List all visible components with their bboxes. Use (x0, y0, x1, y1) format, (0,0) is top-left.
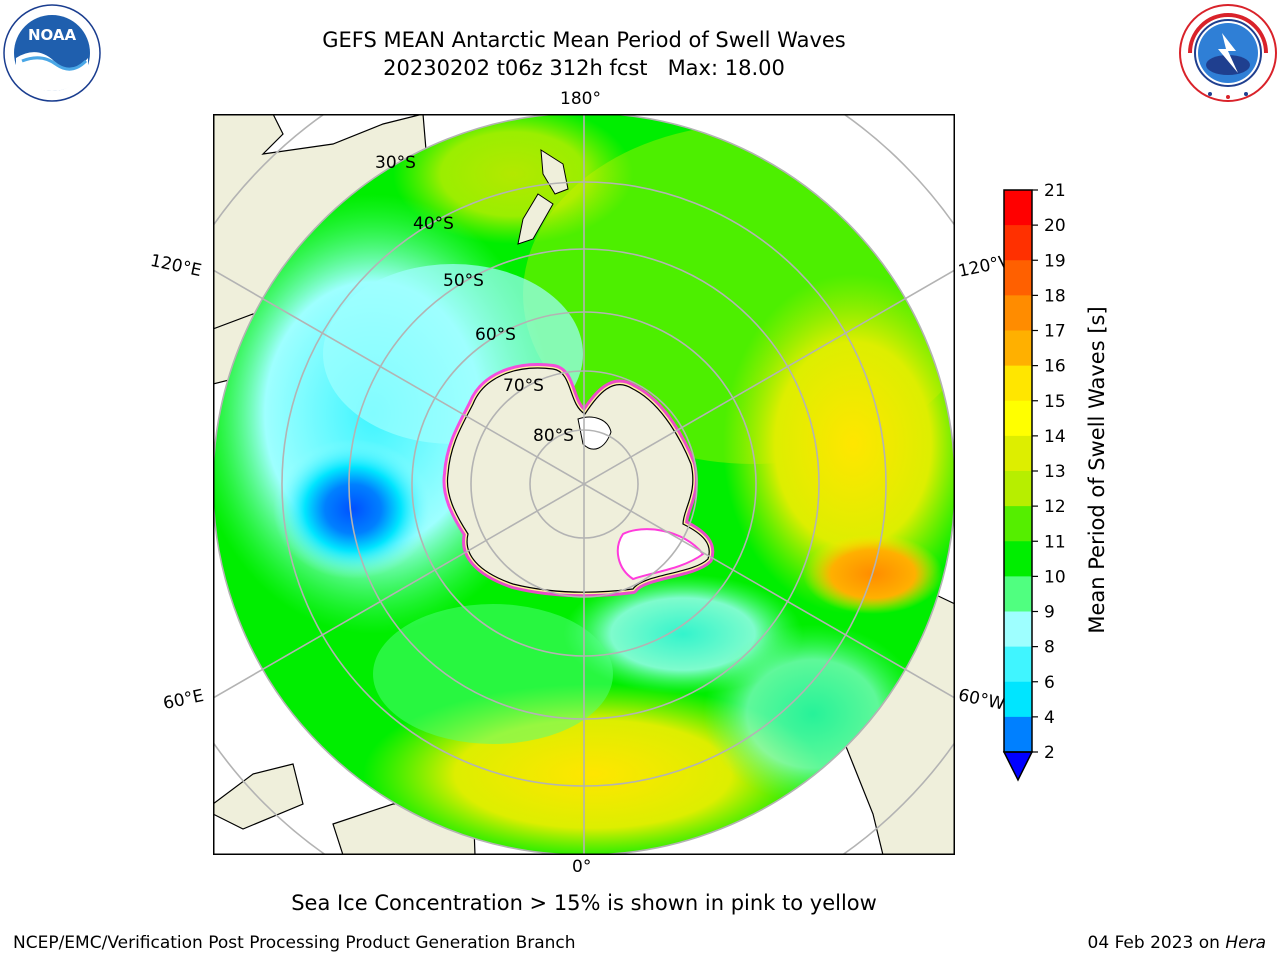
colorbar-tick-label: 16 (1044, 357, 1066, 377)
lon-label-120e: 120°E (148, 250, 204, 282)
colorbar-segment (1004, 295, 1032, 331)
lon-label-60e: 60°E (161, 685, 206, 715)
lat-label-70s: 70°S (503, 376, 544, 396)
colorbar-tick-label: 9 (1044, 603, 1055, 623)
colorbar-segment (1004, 471, 1032, 507)
colorbar-tick-label: 12 (1044, 497, 1066, 517)
colorbar-tick-label: 19 (1044, 251, 1066, 271)
graticule (213, 114, 955, 855)
colorbar-tick-label: 17 (1044, 322, 1066, 342)
colorbar-segment (1004, 365, 1032, 402)
lon-label-180: 180° (560, 89, 601, 109)
date-line: 04 Feb 2023 on Hera (1088, 933, 1266, 953)
colorbar-segment (1004, 260, 1032, 296)
colorbar-segment (1004, 681, 1032, 718)
colorbar-segment (1004, 400, 1032, 437)
colorbar-segment (1004, 611, 1032, 648)
colorbar-tick-label: 11 (1044, 532, 1066, 552)
colorbar-tick-label: 13 (1044, 462, 1066, 482)
lon-label-0: 0° (572, 857, 592, 877)
colorbar-extend-min (1002, 751, 1034, 782)
colorbar-tick-label: 4 (1044, 708, 1055, 728)
sea-ice-footnote: Sea Ice Concentration > 15% is shown in … (291, 891, 877, 915)
polar-map: 30°S 40°S 50°S 60°S 70°S 80°S (213, 114, 955, 855)
colorbar-tick-label: 6 (1044, 673, 1055, 693)
colorbar-segment (1004, 716, 1032, 753)
colorbar-tick-label: 15 (1044, 392, 1066, 412)
noaa-logo: NOAA (3, 4, 101, 102)
lat-label-40s: 40°S (413, 214, 454, 234)
noaa-logo-text: NOAA (28, 26, 77, 44)
credit-line: NCEP/EMC/Verification Post Processing Pr… (13, 933, 576, 953)
chart-subtitle: 20230202 t06z 312h fcst Max: 18.00 (383, 56, 785, 80)
chart-title: GEFS MEAN Antarctic Mean Period of Swell… (322, 28, 846, 52)
colorbar-segment (1004, 506, 1032, 542)
nws-logo (1179, 4, 1277, 102)
lat-label-50s: 50°S (443, 271, 484, 291)
machine-name: Hera (1225, 933, 1266, 953)
lat-label-30s: 30°S (375, 153, 416, 173)
colorbar: 2 4 6 8 9 10 11 12 13 14 15 16 17 18 19 20 21 (1002, 181, 1066, 782)
colorbar-tick-label: 20 (1044, 216, 1066, 236)
colorbar-tick-label: 8 (1044, 638, 1055, 658)
colorbar-segment (1004, 225, 1032, 261)
colorbar-tick-label: 14 (1044, 427, 1066, 447)
new-zealand (517, 149, 569, 245)
colorbar-tick-label: 18 (1044, 286, 1066, 306)
date-text: 04 Feb 2023 on (1087, 933, 1226, 953)
colorbar-segment (1004, 330, 1032, 367)
map-frame (213, 114, 955, 855)
colorbar-segment (1004, 576, 1032, 612)
lat-label-60s: 60°S (475, 325, 516, 345)
colorbar-tick-label: 21 (1044, 181, 1066, 201)
colorbar-segment (1004, 435, 1032, 472)
colorbar-tick-label: 10 (1044, 567, 1066, 587)
lat-label-80s: 80°S (533, 426, 574, 446)
colorbar-segment (1004, 646, 1032, 683)
colorbar-segment (1004, 541, 1032, 577)
colorbar-segment (1004, 190, 1032, 226)
colorbar-label: Mean Period of Swell Waves [s] (1085, 306, 1109, 634)
colorbar-tick-label: 2 (1044, 743, 1055, 763)
